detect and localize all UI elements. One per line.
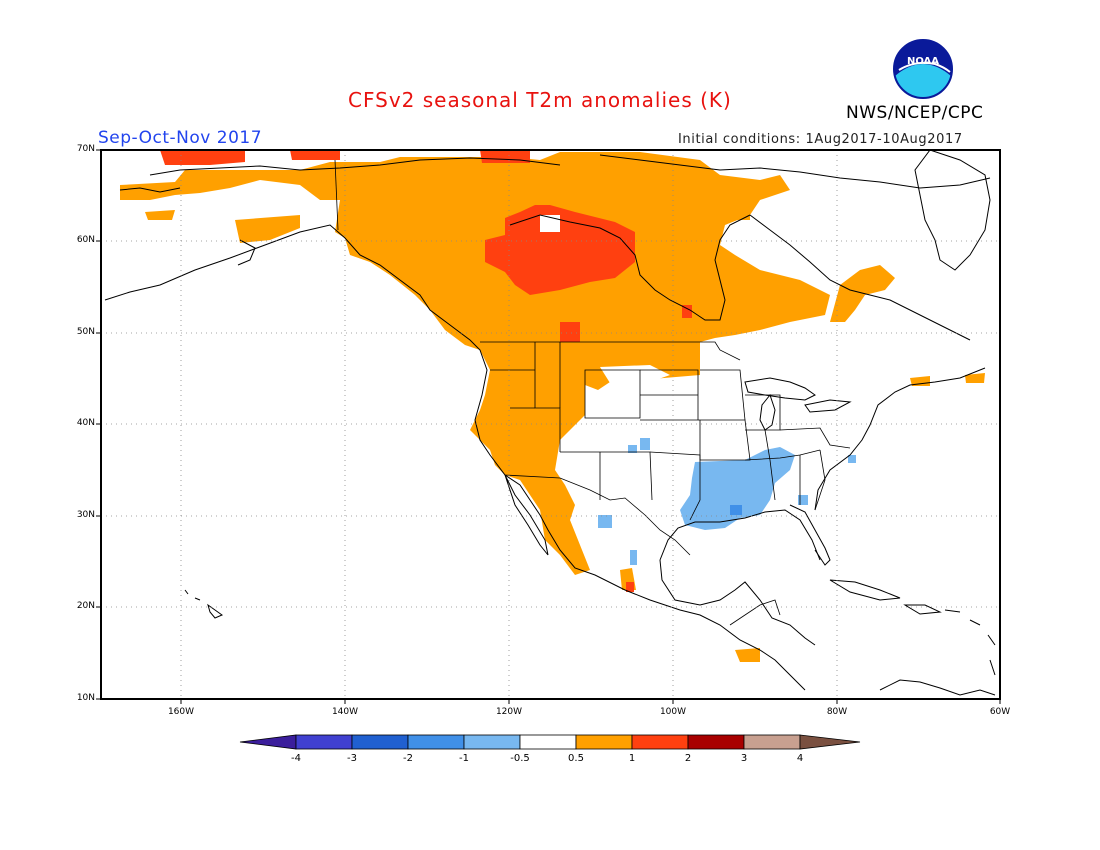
warm-anomaly-region-north: [120, 152, 830, 575]
strong-warm-anomaly-arctic-3: [480, 150, 530, 163]
lat-label-50n: 50N: [76, 327, 95, 337]
strong-warm-anomaly-mexico: [626, 582, 634, 592]
initial-conditions-label: Initial conditions: 1Aug2017-10Aug2017: [678, 132, 963, 147]
warm-anomaly-region-central-america: [735, 648, 760, 662]
lon-label-160w: 160W: [167, 707, 195, 717]
noaa-logo: NOAA: [893, 39, 953, 99]
coastlines: [104, 150, 996, 696]
logo-text: NOAA: [907, 56, 939, 67]
warm-anomaly-region-alaska-sw: [145, 210, 175, 220]
strong-warm-anomaly-prairie: [560, 322, 580, 342]
colorbar-label: -4: [291, 753, 301, 764]
anomaly-fields: [120, 150, 985, 662]
colorbar-label: 2: [684, 753, 692, 764]
lat-label-30n: 30N: [76, 510, 95, 520]
lat-label-60n: 60N: [76, 235, 95, 245]
lon-label-140w: 140W: [331, 707, 359, 717]
strong-warm-anomaly-ontario: [682, 305, 692, 318]
cool-anomaly-region-gulf: [730, 505, 742, 515]
lat-label-40n: 40N: [76, 418, 95, 428]
colorbar-label: 3: [740, 753, 748, 764]
colorbar-label: 4: [796, 753, 804, 764]
political-borders: [334, 159, 851, 626]
lat-label-10n: 10N: [76, 693, 95, 703]
strong-warm-anomaly-arctic: [160, 150, 245, 165]
colorbar-label: 0.5: [568, 753, 584, 764]
map-ticks: [96, 149, 1001, 704]
lon-label-80w: 80W: [826, 707, 848, 717]
colorbar-label: -3: [347, 753, 357, 764]
cool-anomaly-region-midwest: [640, 438, 650, 450]
warm-anomaly-region-quebec: [735, 210, 750, 220]
lat-label-70n: 70N: [76, 144, 95, 154]
colorbar-label: 1: [628, 753, 636, 764]
lon-label-120w: 120W: [495, 707, 523, 717]
colorbar-label: -1: [459, 753, 469, 764]
organization-label: NWS/NCEP/CPC: [846, 103, 984, 123]
lat-label-20n: 20N: [76, 601, 95, 611]
colorbar-label: -2: [403, 753, 413, 764]
warm-anomaly-region-alaska-south: [235, 215, 300, 243]
lon-label-60w: 60W: [989, 707, 1011, 717]
colorbar-label: -0.5: [510, 753, 530, 764]
colorbar: [239, 734, 861, 750]
strong-warm-anomaly-arctic-2: [290, 150, 340, 160]
warm-anomaly-region-nova-scotia: [965, 373, 985, 383]
lon-label-100w: 100W: [659, 707, 687, 717]
cool-anomaly-region-southeast: [680, 447, 795, 530]
season-label: Sep-Oct-Nov 2017: [98, 128, 263, 148]
